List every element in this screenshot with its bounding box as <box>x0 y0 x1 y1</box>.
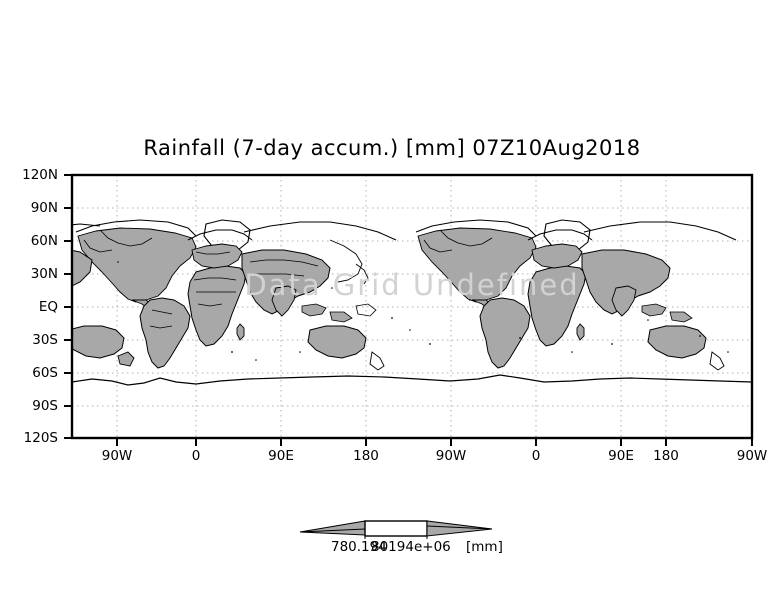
x-axis-ticks <box>116 438 753 446</box>
y-tick-label-60s: 60S <box>32 365 58 381</box>
x-tick-label-9: 90W <box>736 448 768 464</box>
island-dots <box>117 261 729 361</box>
x-tick-label-6: 0 <box>531 448 541 464</box>
colorbar-extend-max-outer <box>426 525 493 530</box>
x-tick-label-3: 90E <box>268 448 294 464</box>
colorbar-center-box <box>364 520 428 537</box>
y-tick-label-30n: 30N <box>30 266 58 282</box>
y-tick-label-120n: 120N <box>22 167 58 183</box>
grid-horizontal <box>72 207 752 407</box>
colorbar-extend-min-outer <box>299 528 366 533</box>
colorbar[interactable] <box>299 520 493 539</box>
x-tick-label-5: 90W <box>435 448 467 464</box>
y-axis-ticks <box>64 174 72 439</box>
y-tick-label-30s: 30S <box>32 332 58 348</box>
world-landmasses <box>72 219 784 386</box>
page-title: Rainfall (7-day accum.) [mm] 07Z10Aug201… <box>143 136 641 160</box>
world-copy-second <box>415 219 737 371</box>
x-tick-label-8: 180 <box>653 448 679 464</box>
landmass-antarctica <box>72 351 752 386</box>
colorbar-extend-min <box>299 520 366 536</box>
colorbar-max-label: 80194e+06 <box>371 539 451 555</box>
colorbar-min-label: 780.194 <box>331 539 387 555</box>
x-tick-label-1: 90W <box>101 448 133 464</box>
y-tick-label-90n: 90N <box>30 200 58 216</box>
y-tick-label-90s: 90S <box>32 398 58 414</box>
x-tick-label-7: 90E <box>608 448 634 464</box>
x-tick-label-4: 180 <box>353 448 379 464</box>
y-tick-label-eq: EQ <box>38 299 58 315</box>
y-tick-label-120s: 120S <box>23 430 58 446</box>
colorbar-units-label: [mm] <box>466 539 503 555</box>
landmass-australia <box>307 325 385 371</box>
landmass-south-america <box>139 297 191 369</box>
colorbar-extend-max <box>426 520 493 537</box>
landmass-africa <box>187 265 247 347</box>
world-copy-third <box>756 220 784 316</box>
world-copy-left <box>72 223 125 359</box>
y-tick-label-60n: 60N <box>30 233 58 249</box>
landmass-europe <box>187 229 253 269</box>
x-tick-label-2: 0 <box>191 448 201 464</box>
landmass-asia <box>241 221 397 323</box>
